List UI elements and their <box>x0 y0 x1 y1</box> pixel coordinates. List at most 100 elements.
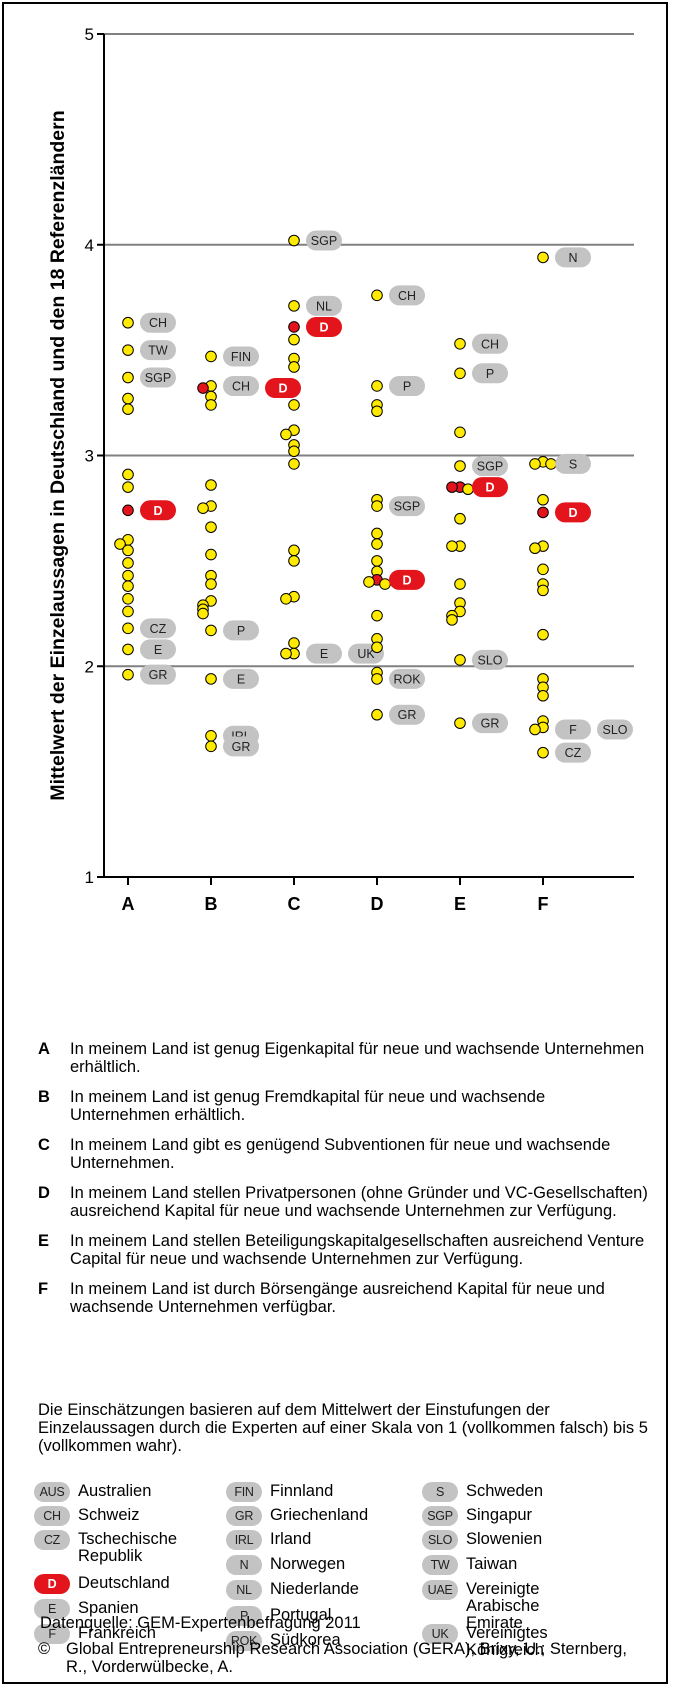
country-badge-label: CH <box>149 316 167 330</box>
country-badge: P <box>226 1606 262 1626</box>
statement-text: In meinem Land stellen Privatpersonen (o… <box>70 1184 648 1220</box>
country-badge-label: FIN <box>231 350 251 364</box>
data-point <box>122 481 134 493</box>
copyright-text: Global Entrepreneurship Research Associa… <box>66 1640 627 1676</box>
data-point <box>529 458 541 470</box>
x-tick-label: D <box>371 894 384 914</box>
y-tick-label: 1 <box>85 868 94 887</box>
country-badge: FIN <box>226 1482 262 1502</box>
data-point <box>122 557 134 569</box>
data-point <box>371 500 383 512</box>
statement-letter: A <box>38 1040 50 1058</box>
data-point <box>122 468 134 481</box>
country-badge: N <box>226 1555 262 1575</box>
country-badge-label: SGP <box>311 234 337 248</box>
statement-item: C In meinem Land gibt es genügend Subvent… <box>38 1136 648 1172</box>
data-point <box>122 403 134 415</box>
country-badge <box>223 375 259 396</box>
data-point <box>371 641 383 654</box>
statement-letter: B <box>38 1088 50 1106</box>
data-point <box>122 344 134 356</box>
country-badge <box>389 704 425 725</box>
copyright-symbol: © <box>38 1640 51 1658</box>
legend-label: Finnland <box>270 1482 334 1500</box>
country-badge: TW <box>422 1555 458 1575</box>
country-badge <box>389 496 425 517</box>
country-badge <box>555 247 591 268</box>
country-badge-label: CZ <box>150 622 167 636</box>
country-badge-label: CZ <box>565 746 582 760</box>
data-point <box>454 460 466 472</box>
country-badge-label: D <box>153 504 162 518</box>
country-badge <box>389 285 425 306</box>
statement-text: In meinem Land ist durch Börsengänge aus… <box>70 1280 605 1316</box>
data-point <box>197 607 209 620</box>
country-badge <box>306 295 342 316</box>
data-point <box>205 399 217 411</box>
data-point <box>529 542 541 555</box>
country-badge-label: UK <box>357 647 375 661</box>
country-badge <box>472 456 508 477</box>
country-badge <box>223 736 259 757</box>
country-badge: CH <box>34 1506 70 1526</box>
data-point <box>122 605 134 618</box>
data-point <box>122 622 134 635</box>
statement-item: D In meinem Land stellen Privatpersonen (… <box>38 1184 648 1220</box>
legend-label: Niederlande <box>270 1580 359 1598</box>
legend-label: Vereinigte Arabische Emirate <box>466 1580 540 1632</box>
y-axis-label: Mittelwert der Einzelaussagen in Deutsch… <box>47 110 69 800</box>
country-badge-label: NL <box>316 299 332 313</box>
data-point <box>122 371 134 384</box>
data-point <box>537 584 549 597</box>
country-legend: AUS Australien CH Schweiz CZ Tschechische R… <box>34 1482 654 1659</box>
country-badge <box>265 378 301 399</box>
data-point <box>288 234 300 247</box>
country-badge: NL <box>226 1580 262 1600</box>
statement-text: In meinem Land stellen Beteiligungskapit… <box>70 1232 645 1268</box>
country-badge: F <box>34 1624 70 1644</box>
data-point <box>454 578 466 590</box>
legend-label: Taiwan <box>466 1555 518 1573</box>
data-point <box>288 555 300 567</box>
country-badge: IRL <box>226 1530 262 1550</box>
data-point <box>288 399 300 411</box>
data-source: Datenquelle: GEM-Expertenbefragung 2011 <box>40 1614 361 1632</box>
data-point-highlight <box>537 506 549 519</box>
data-point <box>122 392 134 405</box>
data-point <box>537 689 549 702</box>
statement-text: In meinem Land gibt es genügend Subventi… <box>70 1136 611 1172</box>
country-badge <box>140 367 176 388</box>
data-point <box>371 673 383 685</box>
data-point <box>122 643 134 656</box>
data-point-highlight <box>197 382 209 394</box>
data-point <box>197 502 209 514</box>
statement-letter: E <box>38 1232 50 1250</box>
data-point <box>205 479 217 491</box>
y-tick-label: 2 <box>85 657 94 676</box>
data-point <box>288 637 300 649</box>
legend-label: Frankreich <box>78 1624 156 1642</box>
data-point <box>454 367 466 380</box>
data-point-highlight <box>446 481 458 493</box>
legend-label: Australien <box>78 1482 152 1500</box>
x-tick-label: B <box>205 894 218 914</box>
data-point <box>280 428 292 441</box>
data-point <box>114 538 126 550</box>
country-badge <box>306 230 342 251</box>
data-point <box>537 628 549 641</box>
country-badge <box>389 569 425 590</box>
country-badge <box>306 643 342 664</box>
data-point <box>462 483 474 496</box>
country-badge-label: SLO <box>477 653 502 667</box>
country-badge: E <box>34 1599 70 1619</box>
data-point-highlight <box>122 504 134 517</box>
statement-list: A In meinem Land ist genug Eigenkapital f… <box>38 1040 648 1328</box>
legend-label: Spanien <box>78 1599 139 1617</box>
legend-label: Südkorea <box>270 1631 341 1649</box>
data-point <box>371 405 383 418</box>
scatter-chart: 1 2 3 4 5 Mittelwert der Einzelaussagen in De… <box>47 25 634 914</box>
country-badge-label: P <box>237 624 245 638</box>
data-point <box>122 316 134 329</box>
data-point <box>454 338 466 350</box>
country-badge-label: D <box>485 481 494 495</box>
